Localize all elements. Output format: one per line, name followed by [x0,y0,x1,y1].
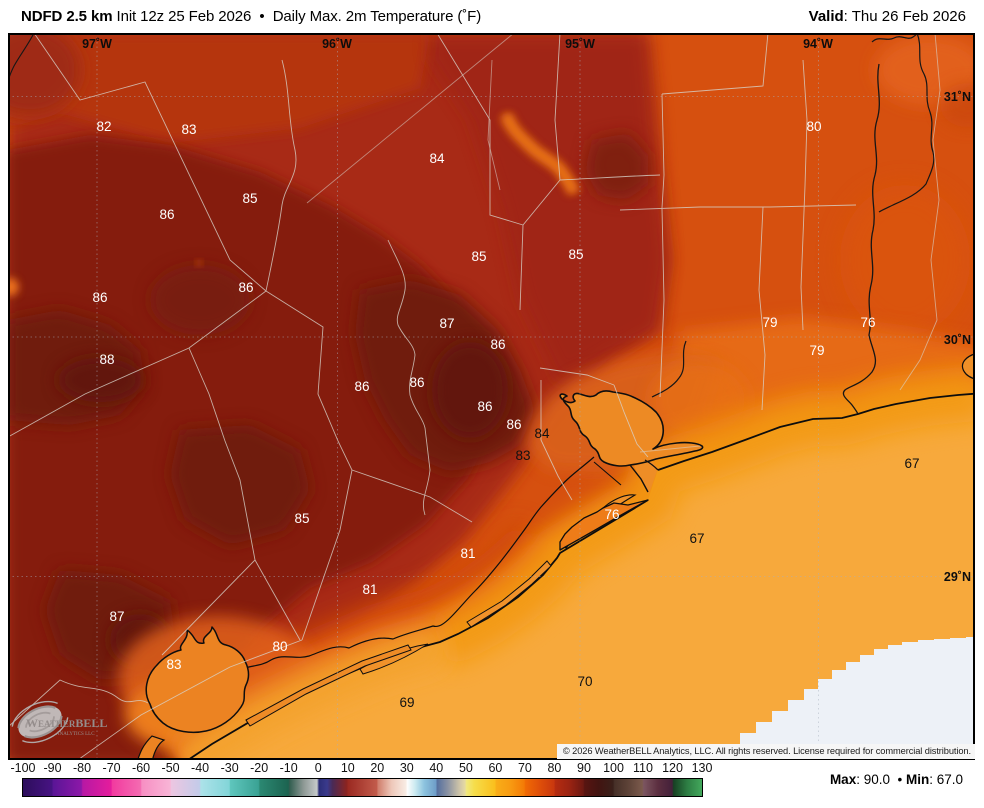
svg-text:86: 86 [409,375,424,390]
svg-text:85: 85 [471,249,486,264]
svg-text:79: 79 [762,315,777,330]
svg-text:82: 82 [96,119,111,134]
svg-text:85: 85 [242,191,257,206]
svg-text:86: 86 [477,399,492,414]
svg-text:96˚W: 96˚W [322,37,352,51]
svg-text:79: 79 [809,343,824,358]
svg-text:76: 76 [604,507,619,522]
svg-text:29˚N: 29˚N [944,570,971,584]
svg-text:86: 86 [92,290,107,305]
svg-text:85: 85 [568,247,583,262]
svg-text:70: 70 [577,674,592,689]
svg-text:87: 87 [109,609,124,624]
svg-text:86: 86 [354,379,369,394]
svg-text:80: 80 [806,119,821,134]
svg-text:ANALYTICS LLC: ANALYTICS LLC [56,732,95,737]
svg-text:81: 81 [362,582,377,597]
svg-text:69: 69 [399,695,414,710]
svg-text:85: 85 [294,511,309,526]
svg-text:31˚N: 31˚N [944,90,971,104]
svg-text:WEATHERBELL: WEATHERBELL [26,716,107,730]
svg-text:67: 67 [904,456,919,471]
svg-text:86: 86 [238,280,253,295]
svg-text:81: 81 [460,546,475,561]
svg-text:30˚N: 30˚N [944,333,971,347]
svg-text:67: 67 [689,531,704,546]
svg-text:83: 83 [166,657,181,672]
svg-text:94˚W: 94˚W [803,37,833,51]
svg-text:84: 84 [429,151,445,166]
svg-text:84: 84 [534,426,550,441]
svg-text:76: 76 [860,315,875,330]
svg-text:86: 86 [506,417,521,432]
svg-text:87: 87 [439,316,454,331]
svg-text:83: 83 [181,122,196,137]
svg-text:95˚W: 95˚W [565,37,595,51]
svg-text:86: 86 [159,207,174,222]
svg-text:80: 80 [272,639,287,654]
svg-text:88: 88 [99,352,114,367]
svg-text:86: 86 [490,337,505,352]
svg-text:97˚W: 97˚W [82,37,112,51]
svg-text:83: 83 [515,448,530,463]
